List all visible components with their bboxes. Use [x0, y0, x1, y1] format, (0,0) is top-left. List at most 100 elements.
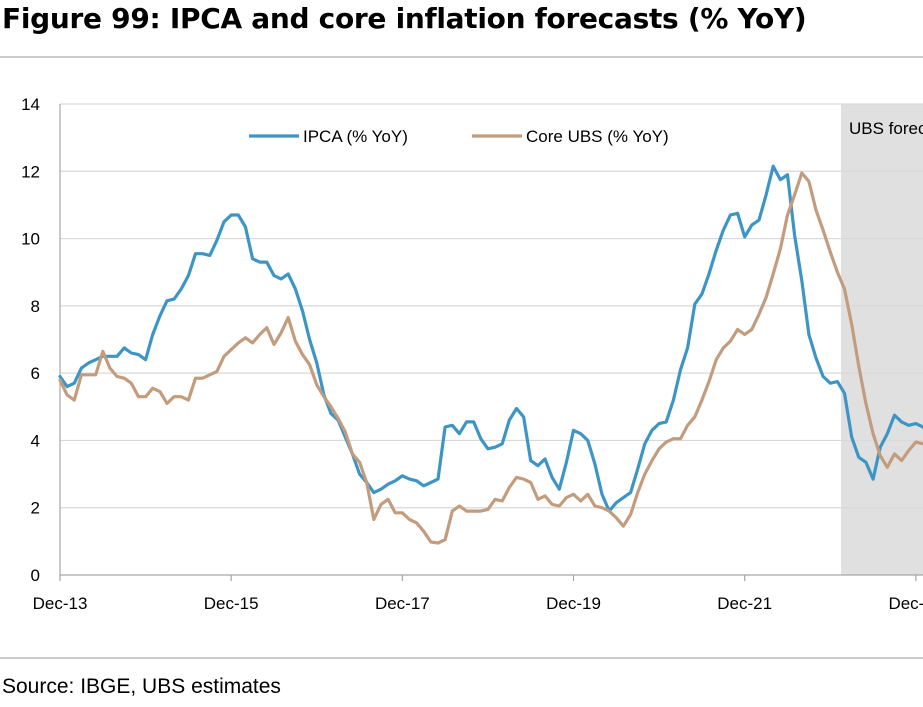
- ipca-data-point: [87, 362, 90, 364]
- core-data-point: [152, 387, 154, 389]
- ipca-data-point: [301, 310, 304, 312]
- core-data-point: [337, 418, 339, 420]
- core-data-point: [130, 382, 132, 384]
- ipca-data-point: [294, 288, 296, 290]
- ipca-data-point: [908, 424, 910, 426]
- ipca-data-point: [480, 438, 482, 440]
- ipca-data-point: [116, 355, 118, 357]
- ipca-data-point: [216, 239, 218, 241]
- core-data-point: [316, 384, 318, 386]
- ipca-data-point: [109, 355, 111, 357]
- core-data-point: [886, 466, 888, 468]
- core-data-point: [608, 510, 610, 512]
- y-tick-label: 0: [31, 566, 40, 585]
- ipca-data-point: [858, 456, 860, 458]
- ipca-data-point: [287, 273, 289, 275]
- core-data-point: [252, 342, 254, 344]
- core-data-point: [808, 180, 810, 182]
- ipca-data-point: [487, 448, 489, 450]
- ipca-data-point: [708, 273, 710, 275]
- core-data-point: [722, 347, 724, 349]
- ipca-data-point: [801, 280, 803, 282]
- core-data-point: [109, 367, 111, 369]
- legend-label-core: Core UBS (% YoY): [526, 127, 669, 146]
- core-data-point: [622, 525, 625, 527]
- core-data-point: [73, 399, 75, 401]
- core-data-point: [137, 396, 140, 398]
- core-data-point: [173, 396, 175, 398]
- core-data-point: [644, 473, 646, 475]
- core-data-point: [465, 510, 468, 512]
- core-data-point: [87, 374, 90, 376]
- ipca-data-point: [209, 254, 211, 256]
- ipca-data-points: [59, 165, 923, 512]
- ipca-data-point: [651, 429, 653, 431]
- core-data-point: [223, 355, 225, 357]
- ipca-data-point: [779, 179, 782, 181]
- core-data-point: [487, 508, 489, 510]
- core-data-point: [244, 337, 246, 339]
- ipca-data-point: [309, 338, 311, 341]
- ipca-data-point: [444, 426, 446, 428]
- ipca-data-point: [316, 362, 318, 364]
- source-note: Source: IBGE, UBS estimates: [2, 675, 281, 698]
- core-data-point: [494, 498, 496, 500]
- core-data-point: [259, 333, 261, 336]
- core-data-point: [865, 402, 867, 404]
- core-data-point: [451, 510, 453, 512]
- core-data-point: [266, 327, 268, 329]
- ipca-data-point: [73, 382, 75, 384]
- ipca-data-point: [829, 382, 831, 384]
- ipca-data-point: [194, 253, 197, 255]
- core-data-point: [273, 343, 275, 346]
- core-data-point: [344, 431, 346, 433]
- core-data-point: [480, 510, 482, 512]
- ipca-data-point: [644, 443, 646, 445]
- core-data-point: [530, 481, 532, 484]
- ipca-data-point: [836, 381, 839, 383]
- ipca-data-point: [658, 423, 660, 425]
- ipca-data-point: [359, 473, 361, 475]
- core-data-point: [515, 476, 518, 478]
- ipca-data-point: [822, 375, 824, 378]
- ipca-data-point: [259, 261, 261, 263]
- ipca-data-point: [672, 399, 675, 401]
- core-data-point: [102, 350, 104, 352]
- core-data-point: [366, 481, 368, 484]
- ipca-data-point: [145, 359, 147, 361]
- ipca-data-point: [772, 165, 774, 167]
- y-tick-label: 8: [31, 297, 40, 316]
- core-data-point: [123, 377, 125, 379]
- ipca-data-point: [80, 367, 82, 369]
- ipca-data-point: [701, 293, 703, 295]
- ipca-data-point: [180, 288, 182, 290]
- core-data-point: [708, 381, 710, 383]
- core-data-point: [829, 251, 831, 253]
- x-tick-label: Dec-15: [204, 594, 259, 613]
- core-data-point: [59, 379, 61, 381]
- x-tick-label: Dec-23: [888, 594, 923, 613]
- ipca-data-point: [765, 194, 767, 196]
- core-data-point: [565, 497, 568, 499]
- ipca-data-point: [630, 492, 632, 494]
- ipca-data-point: [544, 458, 546, 460]
- core-data-point: [630, 513, 632, 516]
- core-data-point: [209, 374, 211, 376]
- core-data-point: [458, 505, 460, 507]
- core-data-point: [615, 517, 617, 519]
- figure-title: Figure 99: IPCA and core inflation forec…: [2, 2, 807, 35]
- x-tick-label: Dec-19: [546, 594, 601, 613]
- ipca-data-point: [572, 429, 575, 431]
- core-data-point: [537, 498, 539, 500]
- core-data-point: [779, 248, 782, 250]
- core-data-point: [309, 364, 311, 366]
- core-data-point: [637, 492, 639, 494]
- core-data-point: [772, 273, 774, 275]
- ipca-data-point: [758, 219, 760, 221]
- core-data-point: [901, 460, 903, 462]
- core-data-point: [551, 503, 553, 505]
- ipca-data-point: [273, 275, 275, 277]
- core-data-point: [908, 449, 910, 452]
- ipca-data-point: [587, 439, 589, 441]
- ipca-data-point: [166, 300, 168, 302]
